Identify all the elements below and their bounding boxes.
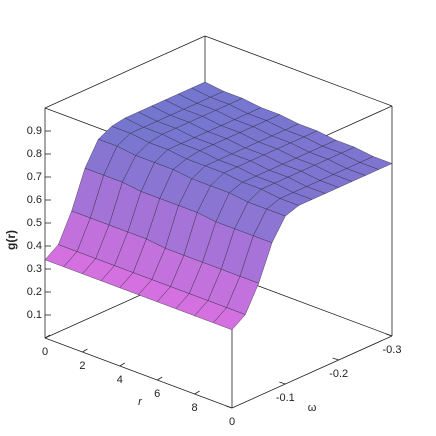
y-tick (332, 357, 339, 361)
x-tick-label: 8 (192, 402, 198, 414)
z-tick-label: 0.6 (27, 194, 42, 206)
y-axis-label: ω (308, 402, 317, 414)
x-tick (156, 376, 163, 381)
y-tick (385, 333, 393, 337)
y-tick-label: 0 (229, 416, 235, 428)
z-tick-label: 0.7 (27, 171, 42, 183)
y-tick-label: -0.1 (276, 392, 295, 404)
z-tick-label: 0.5 (27, 217, 42, 229)
z-tick-label: 0.4 (27, 240, 42, 252)
x-tick (194, 390, 200, 395)
surface-patch (212, 307, 246, 331)
x-tick (44, 334, 51, 339)
z-tick-label: 0.2 (27, 286, 42, 298)
z-tick-label: 0.9 (27, 125, 42, 137)
box-edge (44, 35, 206, 109)
x-axis-label: r (138, 396, 143, 408)
x-tick-label: 4 (117, 374, 123, 386)
x-tick (119, 362, 126, 367)
box-edge (44, 337, 233, 409)
y-tick (279, 381, 286, 385)
box-edge (204, 35, 393, 107)
y-tick-label: -0.2 (329, 368, 348, 380)
z-tick-label: 0.8 (27, 148, 42, 160)
x-tick-label: 2 (79, 360, 85, 372)
z-tick-label: 0.3 (27, 263, 42, 275)
y-tick-label: -0.3 (383, 344, 402, 356)
x-tick-label: 6 (154, 388, 160, 400)
box-edge (231, 335, 393, 409)
z-axis-label: g(r) (4, 230, 18, 250)
z-tick-label: 0.1 (27, 309, 42, 321)
x-tick (82, 348, 88, 353)
y-tick (225, 405, 233, 409)
x-tick-label: 0 (42, 346, 48, 358)
